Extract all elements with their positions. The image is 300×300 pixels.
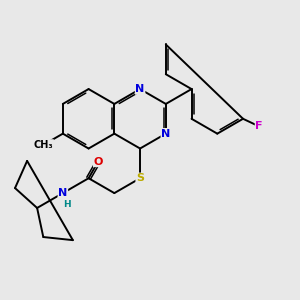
Text: N: N	[161, 129, 170, 139]
Text: F: F	[255, 122, 263, 131]
Text: CH₃: CH₃	[34, 140, 53, 150]
Text: H: H	[63, 200, 71, 209]
Text: N: N	[58, 188, 68, 198]
Text: N: N	[135, 84, 145, 94]
Text: O: O	[94, 157, 103, 166]
Text: S: S	[136, 173, 144, 183]
